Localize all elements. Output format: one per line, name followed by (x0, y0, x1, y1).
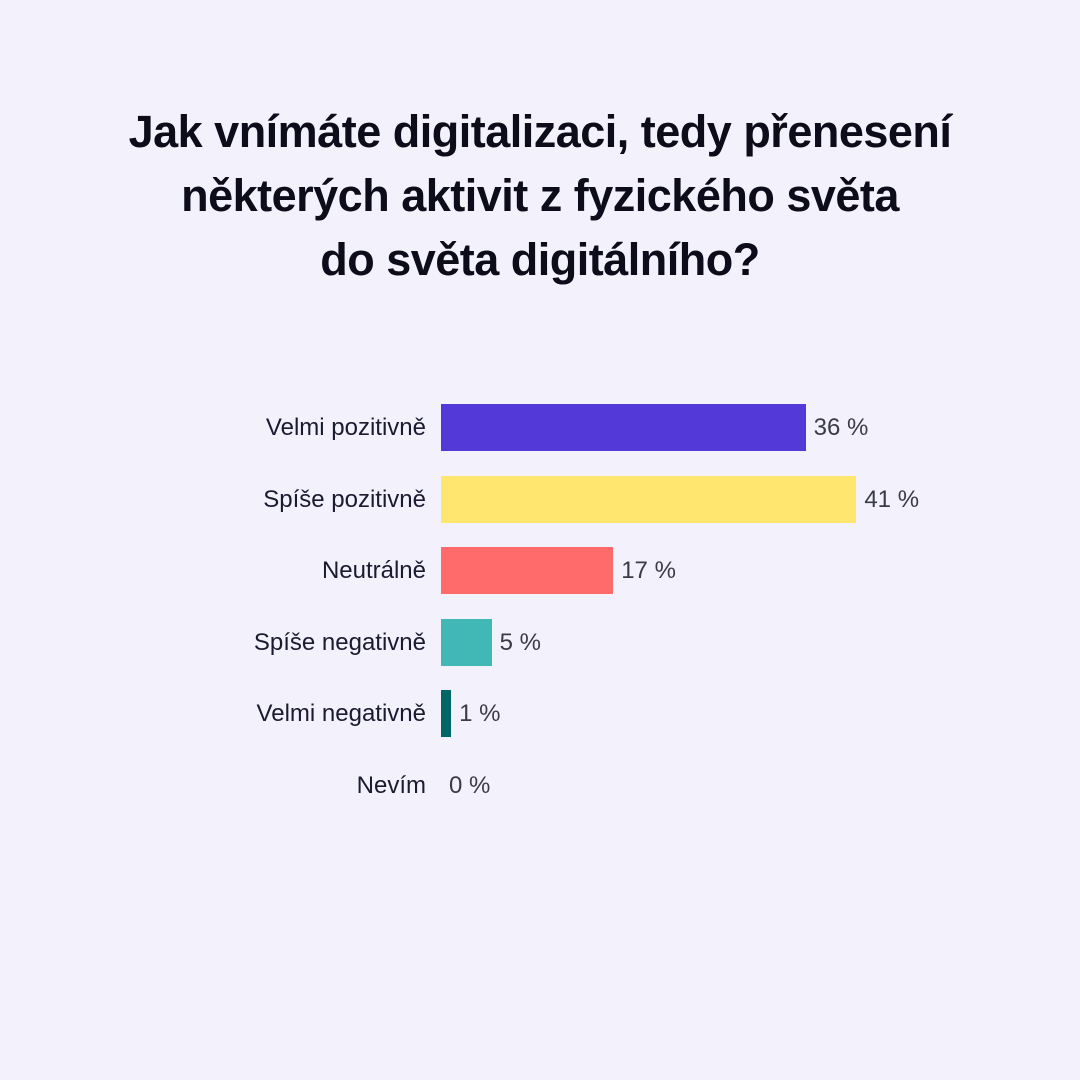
bar-row: Neutrálně 17 % (0, 547, 1080, 594)
value-label: 36 % (813, 414, 869, 441)
chart-title: Jak vnímáte digitalizaci, tedy přenesení… (40, 100, 1040, 292)
bar (441, 404, 806, 451)
category-label: Neutrálně (321, 557, 426, 584)
category-label: Nevím (356, 771, 426, 799)
value-label: 1 % (459, 700, 501, 727)
category-label: Velmi negativně (256, 700, 426, 727)
bar-row: Nevím 0 % (0, 762, 1080, 809)
bar-row: Velmi negativně 1 % (0, 690, 1080, 737)
bar (441, 690, 452, 737)
bar-row: Spíše negativně 5 % (0, 618, 1080, 666)
bar-row: Spíše pozitivně 41 % (0, 475, 1080, 523)
title-line-1: Jak vnímáte digitalizaci, tedy přenesení (128, 106, 952, 157)
value-label: 41 % (864, 485, 920, 513)
bar (441, 547, 614, 594)
value-label: 17 % (621, 557, 676, 584)
category-label: Spíše negativně (253, 628, 426, 656)
bar (441, 618, 492, 666)
value-label: 0 % (449, 771, 491, 799)
bar (441, 475, 857, 523)
value-label: 5 % (499, 628, 541, 656)
title-line-3: do světa digitálního? (320, 234, 760, 285)
category-label: Velmi pozitivně (265, 414, 426, 441)
bar-row: Velmi pozitivně 36 % (0, 404, 1080, 451)
category-label: Spíše pozitivně (263, 485, 426, 513)
title-line-2: některých aktivit z fyzického světa (181, 170, 899, 221)
